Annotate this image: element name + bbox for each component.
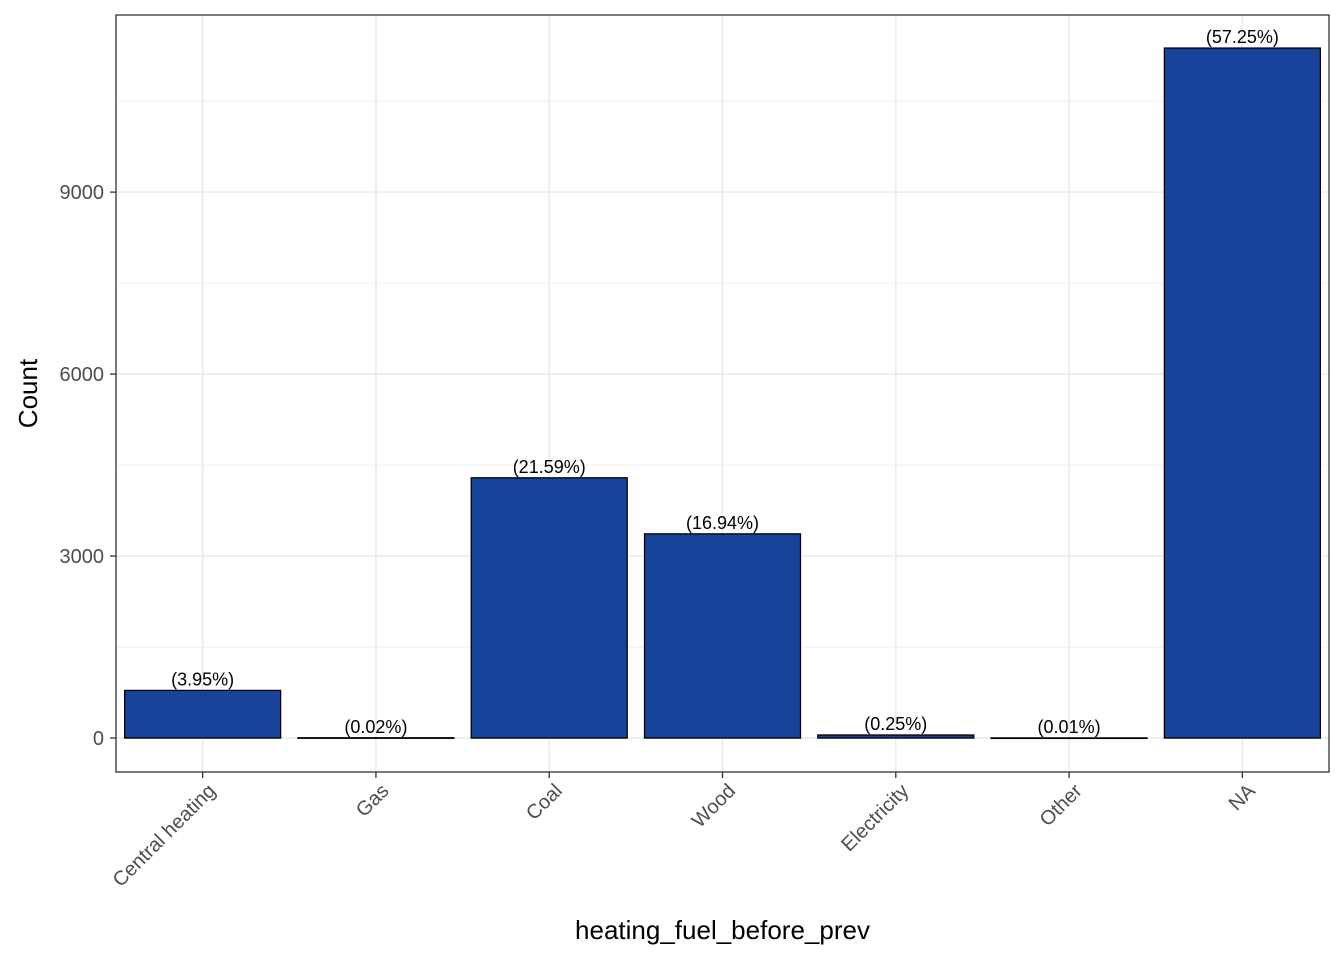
bar-value-labels: (3.95%) (0.02%) (21.59%) (16.94%) (0.25%) (0.… (171, 27, 1279, 737)
bar-label: (0.02%) (344, 717, 407, 737)
x-axis: Central heating Gas Coal Wood Electricity Oth… (109, 772, 1261, 891)
y-tick-label: 9000 (60, 182, 105, 204)
bar-label: (16.94%) (686, 513, 759, 533)
bar-label: (21.59%) (513, 457, 586, 477)
x-tick-label: Wood (688, 780, 740, 832)
bar-label: (3.95%) (171, 669, 234, 689)
bar (1163, 47, 1321, 739)
y-axis: 0 3000 6000 9000 (60, 182, 116, 750)
x-tick-label: Electricity (837, 780, 913, 856)
bar-label: (0.25%) (864, 714, 927, 734)
x-tick-label: Coal (522, 780, 567, 825)
x-tick-label: Central heating (109, 780, 220, 891)
y-axis-title: Count (13, 358, 43, 428)
y-tick-label: 3000 (60, 546, 105, 568)
x-tick-label: Other (1036, 780, 1087, 831)
bar (124, 689, 282, 739)
x-axis-title: heating_fuel_before_prev (575, 915, 870, 945)
bar (297, 737, 455, 739)
x-tick-label: NA (1225, 780, 1261, 816)
x-tick-label: Gas (352, 780, 393, 821)
bar-label: (0.01%) (1038, 717, 1101, 737)
bar (643, 533, 802, 739)
bar (817, 734, 975, 739)
bar (990, 737, 1148, 740)
y-tick-label: 0 (93, 728, 104, 750)
bars (124, 47, 1321, 740)
y-tick-label: 6000 (60, 364, 105, 386)
bar (470, 477, 628, 739)
bar-label: (57.25%) (1206, 27, 1279, 47)
